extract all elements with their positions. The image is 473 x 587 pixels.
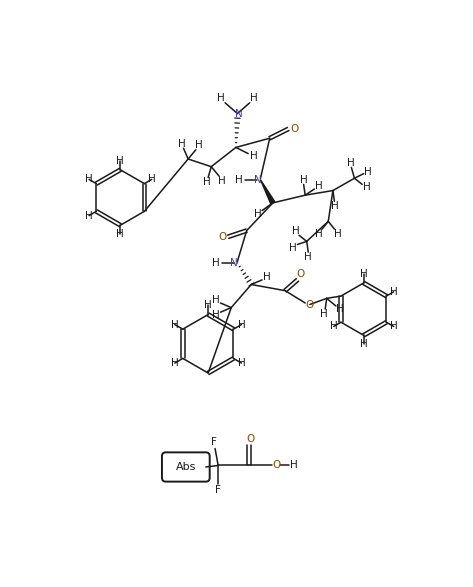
Text: F: F bbox=[210, 437, 217, 447]
Text: H: H bbox=[251, 93, 258, 103]
Text: H: H bbox=[148, 174, 156, 184]
Text: H: H bbox=[178, 139, 186, 149]
Text: H: H bbox=[171, 358, 179, 368]
Text: O: O bbox=[290, 124, 298, 134]
Text: N: N bbox=[235, 109, 243, 119]
Text: H: H bbox=[292, 225, 300, 235]
Text: H: H bbox=[320, 309, 327, 319]
Text: Abs: Abs bbox=[175, 462, 196, 472]
Text: H: H bbox=[348, 158, 355, 168]
Text: H: H bbox=[116, 229, 124, 239]
Text: H: H bbox=[212, 258, 220, 268]
Text: H: H bbox=[336, 304, 344, 314]
Text: H: H bbox=[331, 201, 338, 211]
Text: H: H bbox=[333, 229, 342, 239]
Text: H: H bbox=[390, 322, 398, 332]
Text: N: N bbox=[254, 175, 261, 185]
Text: O: O bbox=[306, 299, 314, 309]
Text: H: H bbox=[290, 460, 298, 470]
Polygon shape bbox=[261, 180, 275, 204]
Text: N: N bbox=[230, 258, 238, 268]
Text: H: H bbox=[218, 176, 226, 185]
Text: H: H bbox=[360, 269, 368, 279]
Text: H: H bbox=[364, 167, 372, 177]
Text: H: H bbox=[204, 301, 212, 311]
Text: H: H bbox=[85, 174, 93, 184]
Text: O: O bbox=[218, 232, 226, 242]
Text: H: H bbox=[212, 295, 220, 305]
Text: O: O bbox=[246, 434, 254, 444]
Text: H: H bbox=[195, 140, 203, 150]
Text: H: H bbox=[217, 93, 224, 103]
Text: H: H bbox=[300, 175, 307, 185]
Text: H: H bbox=[315, 229, 323, 239]
Text: H: H bbox=[235, 175, 243, 185]
Text: H: H bbox=[237, 319, 245, 329]
Text: O: O bbox=[272, 460, 281, 470]
Text: H: H bbox=[330, 322, 338, 332]
FancyBboxPatch shape bbox=[162, 453, 210, 481]
Text: H: H bbox=[390, 287, 398, 297]
Text: F: F bbox=[215, 485, 221, 495]
Text: H: H bbox=[254, 210, 261, 220]
Text: H: H bbox=[363, 183, 371, 193]
Text: H: H bbox=[263, 272, 271, 282]
Text: H: H bbox=[212, 311, 220, 321]
Text: H: H bbox=[360, 339, 368, 349]
Text: H: H bbox=[315, 181, 323, 191]
Text: H: H bbox=[171, 319, 179, 329]
Text: H: H bbox=[116, 156, 124, 166]
Text: H: H bbox=[250, 151, 257, 161]
Text: H: H bbox=[304, 252, 312, 262]
Text: H: H bbox=[85, 211, 93, 221]
Text: H: H bbox=[289, 242, 297, 252]
Text: O: O bbox=[297, 269, 305, 279]
Text: H: H bbox=[203, 177, 210, 187]
Text: H: H bbox=[237, 358, 245, 368]
